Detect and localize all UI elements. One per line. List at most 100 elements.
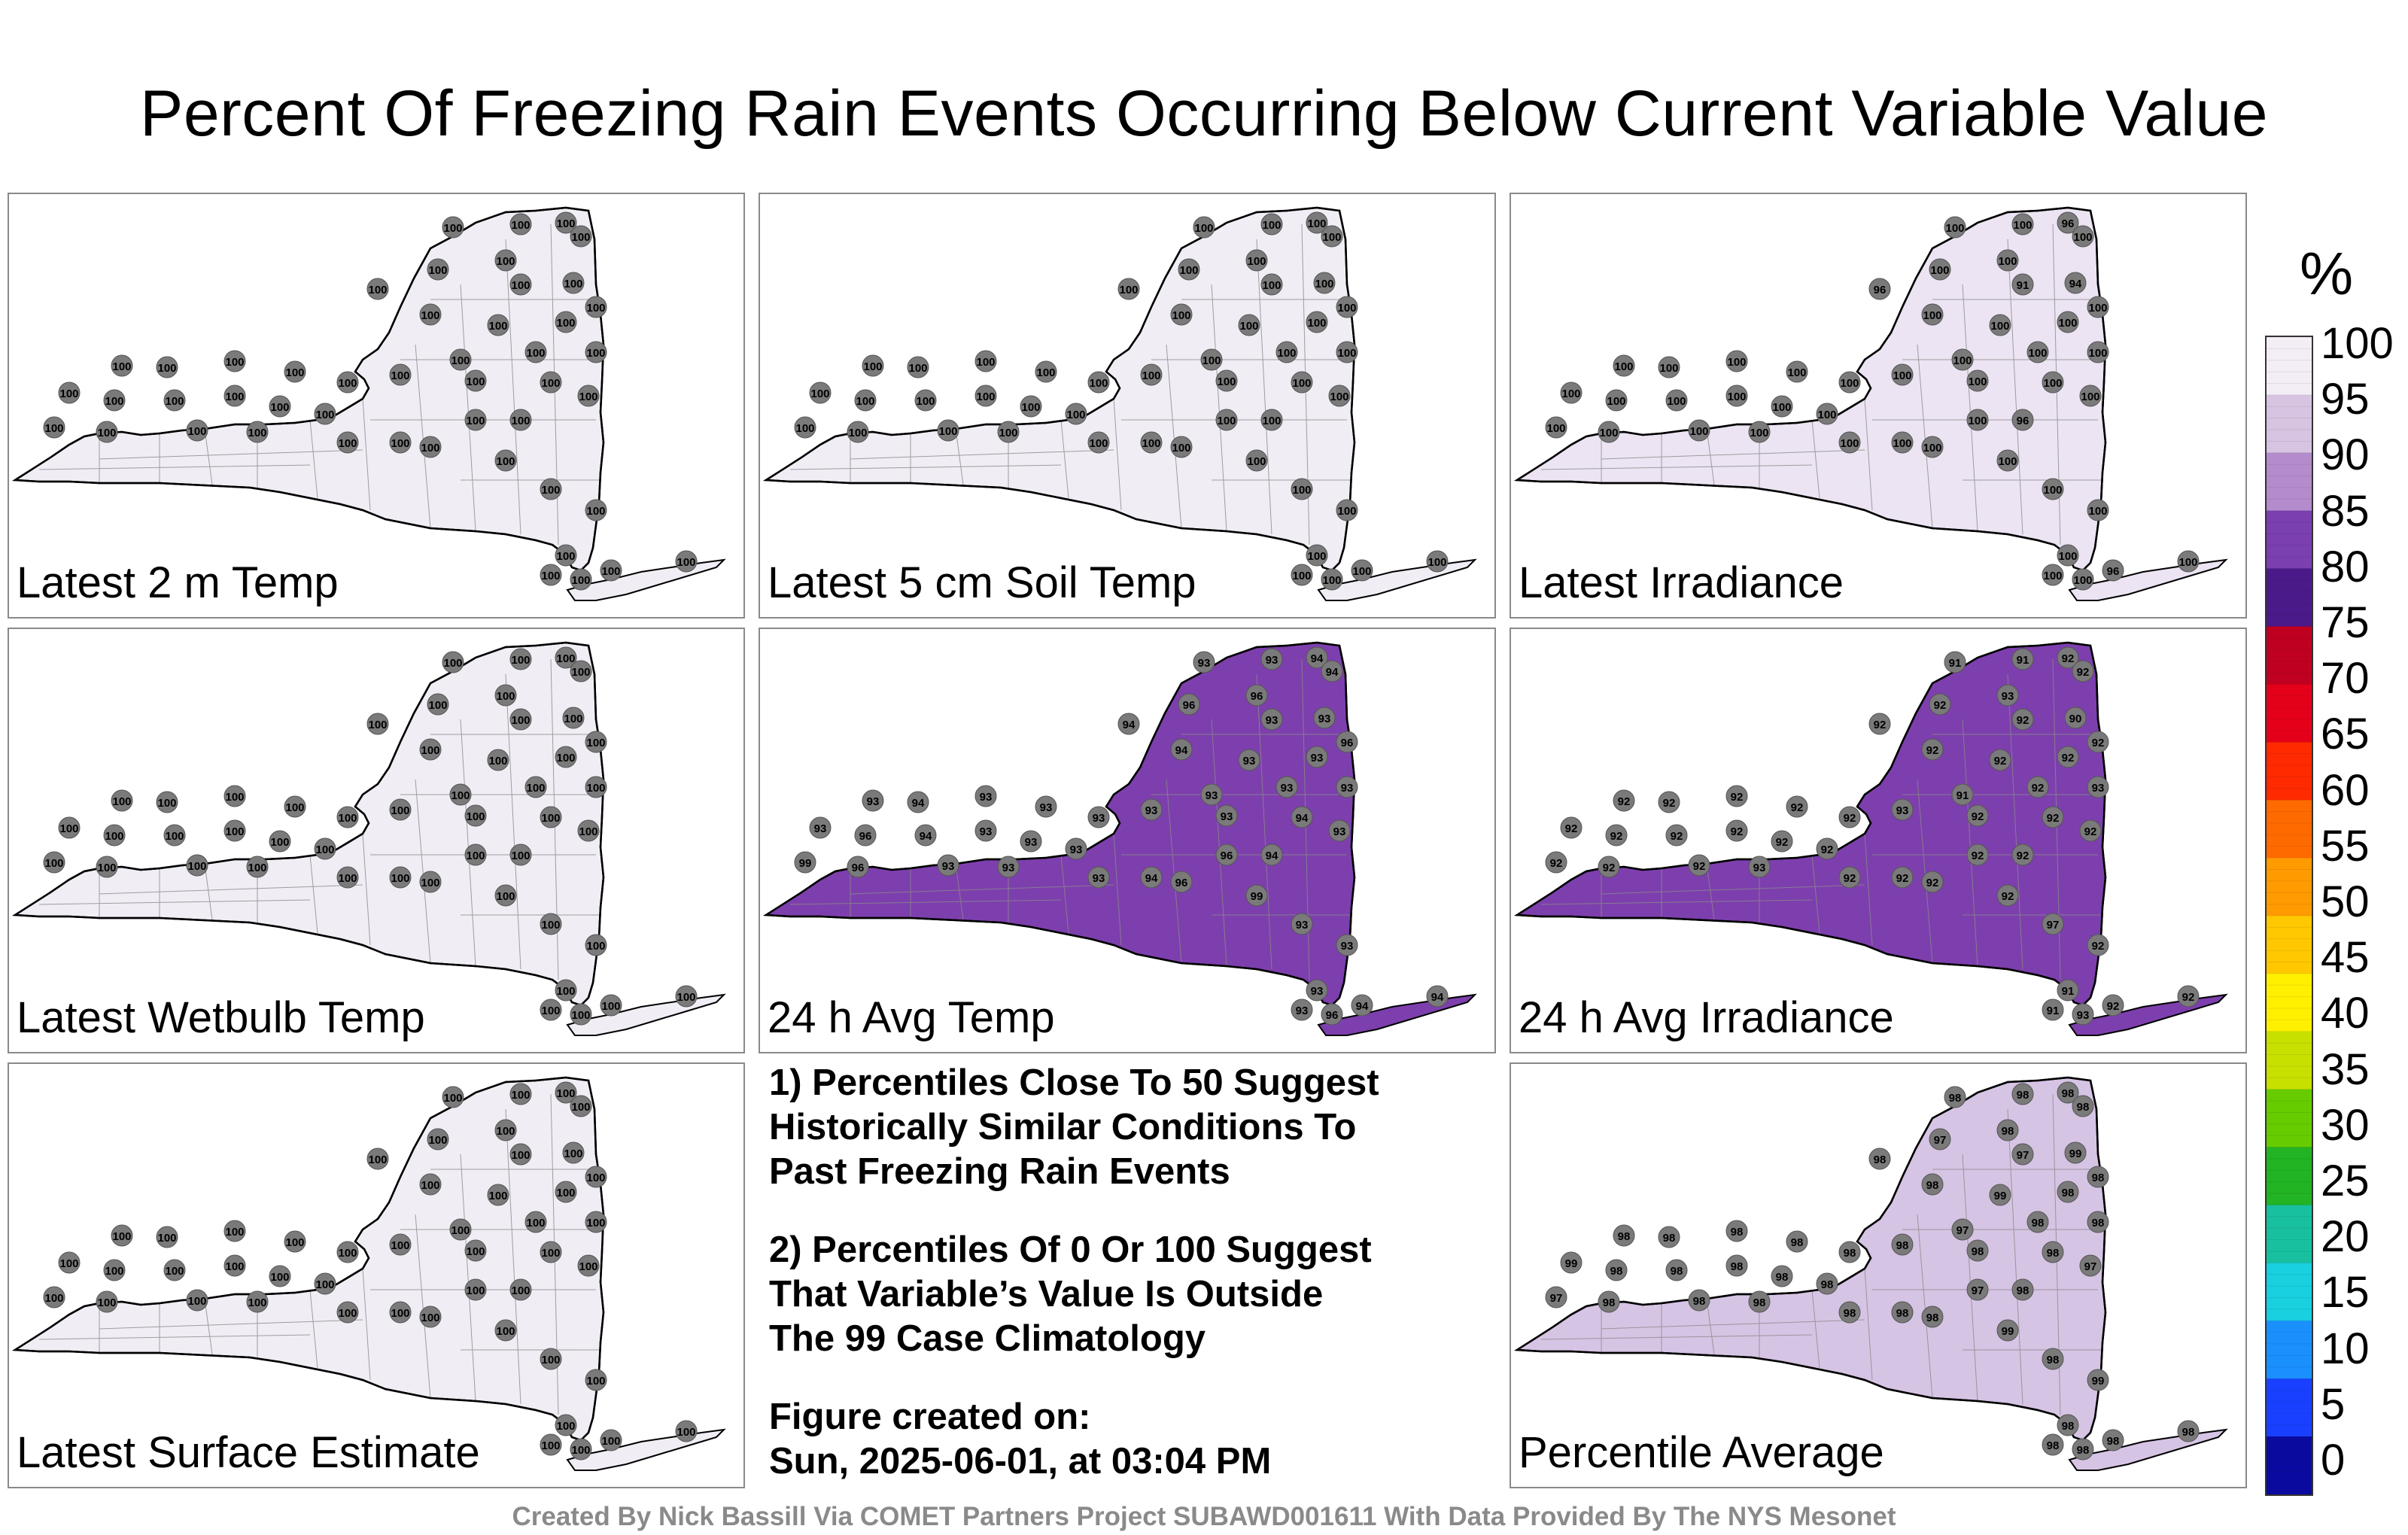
county-line bbox=[460, 719, 476, 967]
station-value: 100 bbox=[2088, 302, 2107, 315]
station-value: 100 bbox=[1330, 391, 1348, 403]
station-value: 100 bbox=[428, 264, 447, 277]
station-value: 100 bbox=[1217, 415, 1236, 427]
station-dot bbox=[2011, 409, 2034, 431]
station-dot bbox=[1306, 646, 1328, 669]
station-dot bbox=[1560, 816, 1583, 839]
station-marker: 100 bbox=[675, 550, 698, 573]
panel-label: Latest Surface Estimate bbox=[17, 1428, 480, 1477]
station-dot bbox=[1215, 369, 1238, 392]
station-dot bbox=[246, 421, 269, 443]
station-marker: 100 bbox=[419, 1173, 442, 1196]
station-value: 100 bbox=[1262, 219, 1281, 232]
station-value: 100 bbox=[848, 427, 867, 439]
county-line bbox=[2007, 239, 2023, 535]
station-value: 92 bbox=[1972, 810, 1984, 823]
station-value: 100 bbox=[1277, 347, 1296, 360]
station-value: 100 bbox=[1546, 422, 1565, 435]
station-marker: 100 bbox=[186, 854, 208, 877]
station-dot bbox=[562, 272, 585, 294]
station-marker: 100 bbox=[1170, 436, 1193, 458]
station-dot bbox=[1245, 449, 1268, 472]
station-dot bbox=[2042, 1433, 2064, 1456]
station-dot bbox=[562, 1141, 585, 1164]
station-marker: 100 bbox=[577, 819, 600, 842]
colorbar-tick-label: 70 bbox=[2321, 654, 2370, 704]
station-marker: 96 bbox=[854, 824, 877, 847]
station-dot bbox=[1260, 708, 1283, 731]
station-marker: 100 bbox=[585, 1369, 607, 1391]
station-value: 100 bbox=[443, 222, 462, 235]
station-dot bbox=[96, 421, 118, 443]
station-value: 100 bbox=[1561, 388, 1580, 400]
station-value: 100 bbox=[488, 320, 507, 333]
station-dot bbox=[223, 1220, 246, 1242]
station-dot bbox=[585, 934, 607, 956]
station-dot bbox=[509, 409, 532, 431]
station-dot bbox=[562, 707, 585, 729]
station-marker: 100 bbox=[675, 1420, 698, 1442]
station-value: 92 bbox=[1663, 797, 1676, 810]
station-value: 92 bbox=[2062, 652, 2075, 665]
station-dot bbox=[1560, 1251, 1583, 1274]
station-value: 100 bbox=[2013, 219, 2032, 232]
station-value: 93 bbox=[1266, 654, 1278, 667]
station-value: 100 bbox=[391, 369, 409, 382]
station-marker: 92 bbox=[1966, 843, 1989, 866]
station-value: 98 bbox=[1821, 1278, 1834, 1291]
county-line bbox=[99, 449, 363, 460]
station-value: 100 bbox=[1337, 347, 1356, 360]
station-dot bbox=[1658, 356, 1680, 378]
station-dot bbox=[1989, 314, 2011, 336]
station-dot bbox=[555, 746, 577, 768]
station-marker: 98 bbox=[2102, 1429, 2124, 1451]
station-marker: 92 bbox=[1613, 789, 1635, 812]
station-value: 96 bbox=[1326, 1009, 1339, 1022]
station-value: 92 bbox=[1994, 755, 2007, 768]
station-dot bbox=[555, 979, 577, 1002]
station-marker: 100 bbox=[1260, 213, 1283, 236]
station-marker: 93 bbox=[2072, 1003, 2094, 1026]
station-marker: 93 bbox=[1087, 806, 1110, 828]
map-latest-2m-temp: 100 100 100 100 100 100 100 100 100 100 100 100 100 1… bbox=[12, 206, 726, 601]
station-value: 100 bbox=[571, 231, 590, 244]
county-line bbox=[99, 884, 363, 895]
station-dot bbox=[907, 356, 929, 378]
station-value: 98 bbox=[2002, 1125, 2014, 1138]
station-value: 100 bbox=[368, 1154, 387, 1166]
station-value: 100 bbox=[421, 744, 439, 757]
station-marker: 100 bbox=[223, 785, 246, 807]
colorbar-tick-label: 100 bbox=[2321, 319, 2394, 368]
station-marker: 100 bbox=[585, 934, 607, 956]
station-dot bbox=[1087, 431, 1110, 454]
station-dot bbox=[1996, 684, 2019, 707]
station-marker: 100 bbox=[366, 713, 389, 735]
colorbar-segment bbox=[2267, 742, 2312, 801]
station-dot bbox=[1328, 819, 1351, 842]
station-value: 100 bbox=[1292, 570, 1311, 582]
county-line bbox=[38, 464, 311, 470]
station-marker: 92 bbox=[2057, 746, 2079, 768]
station-value: 100 bbox=[1337, 302, 1356, 315]
station-dot bbox=[809, 816, 832, 839]
station-value: 100 bbox=[165, 830, 184, 843]
station-value: 93 bbox=[1896, 804, 1909, 817]
station-marker: 100 bbox=[585, 776, 607, 798]
station-dot bbox=[1838, 371, 1861, 394]
station-marker: 100 bbox=[103, 389, 126, 412]
station-value: 98 bbox=[2047, 1354, 2060, 1366]
station-value: 92 bbox=[2002, 890, 2014, 903]
station-value: 98 bbox=[2182, 1426, 2195, 1439]
station-marker: 99 bbox=[2064, 1141, 2087, 1164]
station-value: 100 bbox=[105, 1265, 123, 1278]
station-marker: 100 bbox=[509, 213, 532, 236]
station-marker: 98 bbox=[1868, 1147, 1891, 1170]
station-dot bbox=[2057, 1414, 2079, 1436]
station-dot bbox=[1260, 648, 1283, 670]
station-value: 92 bbox=[1844, 872, 1856, 885]
station-value: 100 bbox=[421, 877, 439, 889]
station-value: 100 bbox=[1923, 442, 1941, 454]
station-dot bbox=[585, 1211, 607, 1233]
station-value: 100 bbox=[1292, 377, 1311, 390]
station-value: 98 bbox=[2047, 1247, 2060, 1260]
